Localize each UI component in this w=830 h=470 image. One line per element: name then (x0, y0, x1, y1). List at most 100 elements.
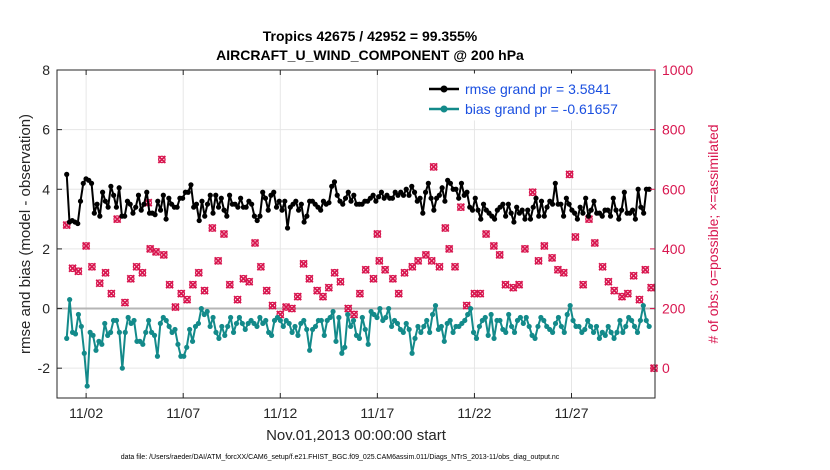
rmse-point (329, 183, 335, 189)
rmse-point (436, 192, 442, 198)
bias-point (143, 329, 149, 335)
obs-marker (214, 256, 223, 265)
rmse-point (478, 216, 484, 222)
bias-point (429, 311, 436, 318)
bias-point (374, 314, 380, 321)
bias-point (476, 323, 483, 330)
rmse-point (525, 207, 531, 213)
rmse-point (249, 201, 255, 207)
bias-series-line (65, 298, 651, 388)
obs-marker (421, 250, 431, 260)
bias-point (427, 329, 433, 335)
obs-marker (641, 265, 650, 274)
obs-marker (534, 256, 543, 265)
bias-point (119, 365, 125, 371)
obs-marker (245, 277, 254, 286)
obs-marker (177, 289, 186, 298)
rmse-point (113, 204, 119, 210)
bias-point (84, 383, 90, 389)
bias-point (356, 335, 363, 341)
rmse-point (552, 180, 558, 186)
rmse-point (511, 219, 517, 225)
rmse-point (282, 198, 288, 204)
bias-point (268, 332, 275, 338)
rmse-point (218, 195, 224, 201)
rmse-point (428, 195, 434, 201)
rmse-point (348, 198, 354, 204)
rmse-point (453, 186, 459, 192)
rmse-point (425, 180, 431, 186)
rmse-point (577, 204, 583, 210)
obs-marker (623, 289, 632, 298)
rmse-point (251, 213, 258, 219)
obs-marker (182, 295, 192, 304)
rmse-point (583, 195, 589, 201)
obs-marker (208, 223, 217, 233)
bias-point (154, 353, 161, 359)
bias-point (359, 314, 365, 321)
rmse-point (580, 210, 586, 216)
rmse-point (533, 195, 539, 201)
rmse-point (514, 204, 520, 210)
bias-point (339, 350, 345, 356)
rmse-point (549, 201, 556, 207)
bias-point (588, 323, 594, 330)
obs-marker (427, 256, 436, 265)
bias-point (78, 323, 84, 330)
rmse-point (607, 213, 614, 219)
rmse-point (503, 213, 509, 219)
bias-point (631, 323, 638, 330)
rmse-point (351, 192, 357, 198)
bias-point (620, 329, 626, 335)
bias-point (614, 329, 620, 335)
obs-marker (598, 262, 607, 271)
rmse-point (439, 185, 445, 191)
chart-title-line2: AIRCRAFT_U_WIND_COMPONENT @ 200 hPa (216, 47, 524, 63)
rmse-point (80, 180, 86, 186)
obs-marker (268, 301, 277, 310)
obs-marker (305, 274, 314, 283)
bias-point (485, 332, 491, 338)
rmse-point (64, 171, 70, 177)
obs-marker (388, 274, 398, 283)
rmse-point (641, 210, 647, 216)
bias-point (330, 308, 336, 315)
rmse-point (505, 201, 511, 207)
obs-marker (579, 280, 588, 289)
obs-marker (171, 302, 180, 312)
rmse-point (304, 213, 310, 219)
x-tick-label: 11/22 (457, 405, 491, 421)
y-right-tick-label: 400 (662, 241, 686, 257)
obs-marker (369, 274, 378, 283)
bias-point (561, 329, 567, 335)
bias-point (295, 332, 301, 338)
bias-point (643, 317, 649, 324)
bias-point (327, 314, 333, 321)
bias-point (195, 320, 202, 327)
obs-marker (355, 289, 365, 298)
rmse-point (630, 207, 636, 213)
obs-marker (219, 229, 229, 239)
rmse-point (265, 207, 271, 213)
bias-point (163, 317, 169, 324)
rmse-point (536, 213, 542, 219)
legend-rmse-marker (440, 85, 448, 93)
obs-marker (120, 298, 130, 307)
obs-marker (126, 274, 135, 283)
rmse-point (102, 198, 108, 204)
bias-point (488, 311, 494, 318)
bias-point (228, 314, 234, 321)
bias-point (383, 314, 389, 321)
bias-point (280, 323, 286, 330)
rmse-point (152, 212, 158, 218)
rmse-point (295, 207, 302, 213)
rmse-point (271, 189, 277, 195)
obs-marker (610, 286, 619, 295)
rmse-point (411, 189, 418, 195)
obs-marker (520, 244, 530, 254)
y-left-axis-ticks: -2 0 2 4 6 8 (38, 62, 62, 376)
rmse-point (635, 186, 641, 192)
obs-marker (95, 279, 104, 288)
rmse-point (221, 207, 227, 213)
rmse-point (616, 216, 622, 222)
